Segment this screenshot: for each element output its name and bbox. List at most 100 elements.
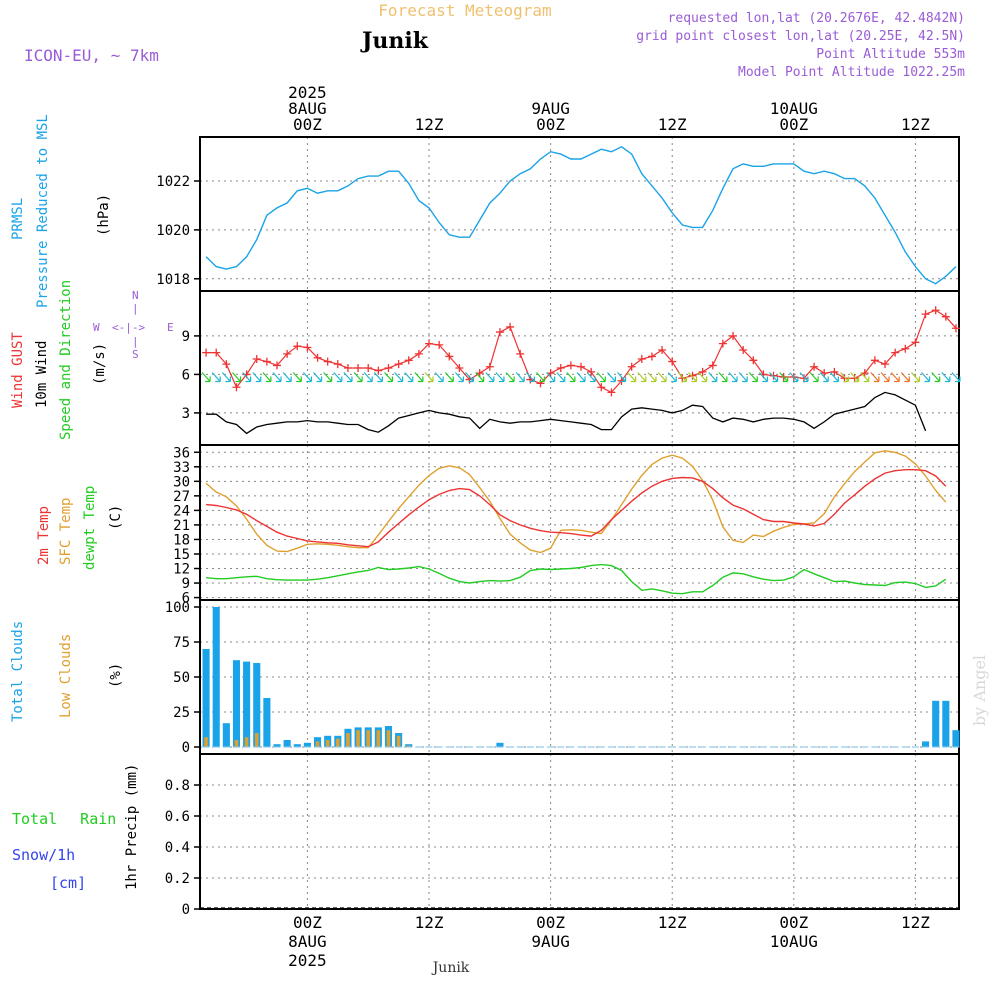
bottom-time-label: 2025	[288, 951, 327, 970]
gust-marker	[495, 328, 504, 337]
total-cloud-bar	[496, 742, 504, 747]
grid-coords: grid point closest lon,lat (20.25E, 42.5…	[636, 29, 965, 44]
gust-marker	[658, 346, 667, 355]
wind-arrow	[758, 372, 769, 383]
compass-e: E	[167, 321, 174, 334]
gust-marker	[708, 361, 717, 370]
snow-label: Snow/1h	[12, 846, 75, 864]
pressure-labels: PRMSL Pressure Reduced to MSL (hPa)	[10, 114, 112, 308]
wind-arrow	[566, 372, 576, 383]
wind-arrow	[424, 372, 434, 383]
wind-labels: Wind GUST 10m Wind Speed and Direction (…	[10, 280, 174, 440]
y-tick-label: 0.4	[165, 840, 190, 856]
top-time-label: 00Z	[536, 115, 565, 134]
gust-marker	[404, 356, 413, 365]
compass-col-bot: |	[132, 335, 139, 348]
wind-arrow	[282, 372, 292, 383]
top-time-label: 10AUG	[770, 99, 818, 118]
wind-gust-label: Wind GUST	[10, 332, 26, 408]
gust-marker	[374, 366, 383, 375]
gust-marker	[506, 322, 515, 331]
low-cloud-bar	[356, 730, 360, 747]
gust-marker	[273, 361, 282, 370]
wind-arrow	[708, 372, 718, 383]
low-cloud-bar	[244, 737, 249, 747]
low-cloud-bar	[366, 730, 370, 747]
gust-marker	[394, 360, 403, 369]
compass-rose: N | W <-|-> E | S	[93, 289, 174, 361]
gust-marker	[870, 356, 879, 365]
gust-marker	[202, 348, 211, 357]
compass-w: W	[93, 321, 100, 334]
low-cloud-bar	[406, 745, 411, 747]
bottom-time-label: 12Z	[415, 913, 444, 932]
wind-arrow	[941, 372, 951, 383]
wind-arrow	[819, 372, 829, 383]
top-time-label: 2025	[288, 83, 327, 102]
wind-arrow	[677, 372, 687, 383]
wind-arrow	[728, 372, 738, 383]
gust-marker	[455, 364, 464, 372]
gust-marker	[698, 367, 707, 376]
wind-arrow	[617, 372, 627, 383]
gust-marker	[607, 388, 616, 397]
gust-marker	[303, 343, 312, 352]
total-cloud-bar	[263, 698, 271, 747]
wind-arrow	[789, 372, 799, 383]
gust-marker	[485, 362, 494, 371]
y-tick-label: 6	[182, 591, 190, 607]
total-rain-label: Total Rain	[12, 810, 116, 828]
total-cloud-bar	[253, 663, 261, 747]
temp-2m-label: 2m Temp	[36, 506, 52, 565]
footer-location: Junik	[431, 960, 470, 976]
low-cloud-bar	[376, 730, 381, 747]
temp-2m-line	[206, 469, 947, 548]
y-tick-label: 33	[173, 460, 190, 476]
wind-arrow	[951, 372, 961, 383]
precip-unit: 1hr Precip (mm)	[124, 764, 140, 890]
gust-marker	[647, 352, 656, 361]
top-time-label: 12Z	[901, 115, 930, 134]
wind-arrow	[718, 372, 728, 383]
wind-arrow	[444, 372, 454, 383]
y-tick-label: 9	[182, 329, 190, 345]
wind-arrow	[373, 372, 383, 383]
total-cloud-bar	[232, 660, 241, 747]
gust-marker	[283, 349, 292, 358]
bottom-time-label: 00Z	[536, 913, 565, 932]
wind-arrow	[931, 372, 941, 383]
y-tick-label: 6	[182, 367, 190, 383]
wind-arrow	[606, 372, 617, 383]
total-cloud-bar	[202, 649, 210, 747]
low-clouds-label: Low Clouds	[58, 634, 74, 718]
wind-arrow	[495, 372, 505, 383]
wind-arrow	[353, 372, 363, 383]
location-title: Junik	[360, 28, 429, 54]
cloud-labels: Total Clouds Low Clouds (%)	[10, 621, 124, 722]
low-cloud-bar	[315, 741, 320, 747]
precip-labels: Total Rain Snow/1h [cm] 1hr Precip (mm)	[12, 764, 140, 892]
wind-arrow	[232, 372, 242, 383]
wind-arrow	[515, 372, 525, 383]
gust-marker	[364, 364, 373, 372]
gust-marker	[232, 383, 241, 392]
panel-precipitation: 0 0.2 0.4 0.6 0.8	[165, 753, 960, 918]
low-cloud-bar	[346, 733, 350, 747]
gust-marker	[343, 364, 352, 372]
temp-sfc-label: SFC Temp	[58, 498, 74, 565]
wind-arrow	[769, 372, 779, 383]
total-cloud-bar	[212, 607, 220, 747]
gust-marker	[212, 348, 221, 357]
credit-watermark: by Angel	[970, 655, 989, 726]
gust-marker	[323, 357, 332, 366]
y-tick-label: 3	[182, 406, 190, 422]
total-cloud-bar	[952, 730, 960, 747]
gust-marker	[262, 357, 271, 366]
wind-arrow	[465, 372, 475, 383]
y-tick-label: 24	[173, 503, 190, 519]
y-tick-label: 100	[165, 600, 190, 616]
y-tick-label: 1018	[156, 272, 190, 288]
wind-arrow	[829, 372, 839, 383]
y-tick-label: 30	[173, 474, 190, 490]
wind-arrow	[292, 372, 302, 383]
